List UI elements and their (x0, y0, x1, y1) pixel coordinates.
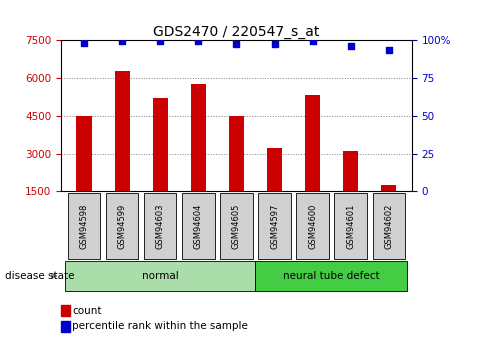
Text: neural tube defect: neural tube defect (283, 271, 380, 281)
Point (385, 48, 392, 53)
FancyBboxPatch shape (258, 193, 291, 259)
Bar (191, 84, 206, 229)
Point (195, 38, 202, 44)
Text: GSM94602: GSM94602 (384, 203, 393, 249)
Bar (76, 116, 92, 229)
Point (270, 41, 278, 47)
Point (347, 43, 355, 49)
FancyBboxPatch shape (106, 193, 138, 259)
FancyBboxPatch shape (335, 193, 367, 259)
Text: GSM94599: GSM94599 (118, 203, 127, 249)
Bar (153, 98, 168, 229)
Bar (343, 151, 358, 229)
Bar (381, 185, 396, 229)
FancyBboxPatch shape (68, 193, 100, 259)
Bar (229, 116, 244, 229)
Point (118, 38, 126, 44)
Title: GDS2470 / 220547_s_at: GDS2470 / 220547_s_at (153, 24, 319, 39)
Bar (115, 71, 130, 229)
Text: count: count (72, 306, 101, 315)
Point (233, 41, 241, 47)
Text: GSM94604: GSM94604 (194, 203, 203, 249)
Text: percentile rank within the sample: percentile rank within the sample (72, 321, 248, 331)
FancyBboxPatch shape (372, 193, 405, 259)
Point (80, 40, 88, 46)
Text: normal: normal (142, 271, 179, 281)
FancyBboxPatch shape (65, 261, 255, 291)
Bar (61, 305, 70, 316)
Text: GSM94598: GSM94598 (79, 203, 89, 249)
FancyBboxPatch shape (220, 193, 253, 259)
Bar (267, 148, 282, 229)
Text: disease state: disease state (5, 271, 74, 281)
Text: GSM94603: GSM94603 (156, 203, 165, 249)
Point (156, 38, 164, 44)
Text: GSM94597: GSM94597 (270, 203, 279, 249)
FancyBboxPatch shape (182, 193, 215, 259)
Text: GSM94601: GSM94601 (346, 203, 355, 249)
FancyBboxPatch shape (144, 193, 176, 259)
Text: GSM94600: GSM94600 (308, 203, 317, 249)
Text: GSM94605: GSM94605 (232, 203, 241, 249)
FancyBboxPatch shape (296, 193, 329, 259)
Bar (305, 95, 320, 229)
FancyBboxPatch shape (255, 261, 407, 291)
Point (309, 38, 317, 44)
Bar (61, 321, 70, 332)
